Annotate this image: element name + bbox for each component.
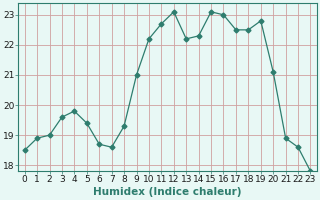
X-axis label: Humidex (Indice chaleur): Humidex (Indice chaleur) [93, 187, 242, 197]
